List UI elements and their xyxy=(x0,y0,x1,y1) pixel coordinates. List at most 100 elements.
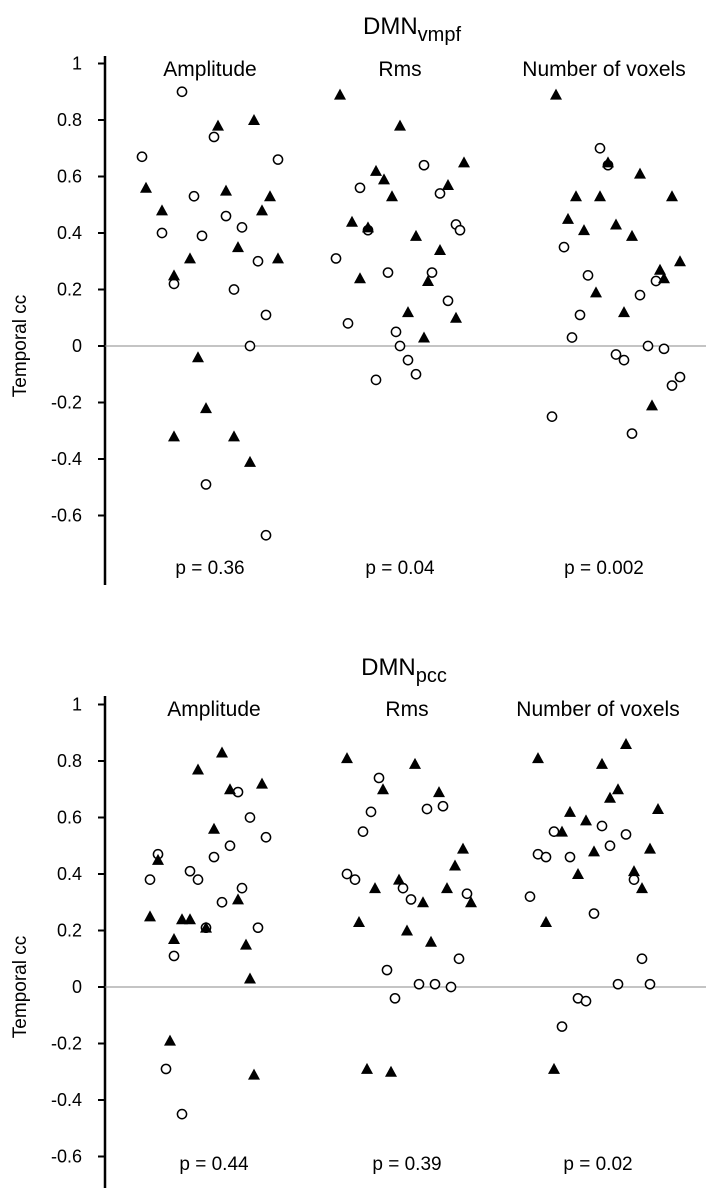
filled-triangle-point xyxy=(458,156,470,168)
filled-triangle-point xyxy=(354,272,366,284)
filled-triangle-point xyxy=(208,822,220,834)
open-circle-point xyxy=(437,800,449,812)
open-circle-point xyxy=(546,411,558,422)
y-tick-label: 1 xyxy=(72,54,82,74)
filled-triangle-point xyxy=(184,252,196,264)
filled-triangle-point xyxy=(666,190,678,202)
open-circle-point xyxy=(370,374,382,386)
open-circle-point xyxy=(618,354,630,366)
filled-triangle-point xyxy=(377,783,389,795)
filled-triangle-point xyxy=(570,190,582,202)
filled-triangle-point xyxy=(192,763,204,775)
filled-triangle-point xyxy=(244,972,256,984)
filled-triangle-point xyxy=(594,190,606,202)
open-circle-point xyxy=(252,922,264,934)
open-circle-point xyxy=(354,182,366,194)
filled-triangle-point xyxy=(378,173,390,185)
group-label: Number of voxels xyxy=(522,58,685,81)
open-circle-point xyxy=(642,340,654,352)
filled-triangle-point xyxy=(450,311,462,323)
panel-dmn-vmpf: DMNvmpf Temporal cc 1 0.8 0.6 0.4 0.2 0 -0.2 -0… xyxy=(10,13,706,585)
filled-triangle-point xyxy=(626,229,638,241)
filled-triangle-point xyxy=(465,896,477,908)
filled-triangle-point xyxy=(362,221,374,233)
filled-triangle-point xyxy=(168,269,180,281)
open-circle-point xyxy=(429,978,441,990)
filled-triangle-point xyxy=(441,882,453,894)
open-circle-point xyxy=(184,865,196,877)
open-circle-point xyxy=(556,1021,568,1032)
y-tick-label: 0.4 xyxy=(57,864,82,884)
filled-triangle-point xyxy=(409,757,421,769)
open-circle-point xyxy=(382,267,394,278)
open-circle-point xyxy=(136,151,148,163)
filled-triangle-point xyxy=(434,243,446,255)
group-number-of-voxels: Number of voxels p = 0.002 xyxy=(522,58,686,579)
filled-triangle-point xyxy=(140,181,152,193)
open-circle-point xyxy=(341,868,353,880)
open-circle-point xyxy=(434,188,446,199)
filled-triangle-point xyxy=(168,430,180,442)
filled-triangle-point xyxy=(628,865,640,877)
open-circle-point xyxy=(394,340,406,352)
open-circle-point xyxy=(596,820,608,832)
filled-triangle-point xyxy=(370,164,382,176)
filled-triangle-point xyxy=(540,916,552,928)
filled-triangle-point xyxy=(353,916,365,928)
open-circle-point xyxy=(236,222,248,233)
filled-triangle-point xyxy=(341,752,353,764)
open-circle-point xyxy=(176,86,188,98)
open-circle-point xyxy=(405,894,417,905)
open-circle-point xyxy=(397,882,409,894)
filled-triangle-point xyxy=(652,803,664,815)
y-tick-label: -0.4 xyxy=(51,449,82,469)
open-circle-point xyxy=(192,874,204,886)
y-tick-label: 0 xyxy=(72,336,82,356)
open-circle-point xyxy=(160,1063,172,1075)
filled-triangle-point xyxy=(164,1034,176,1046)
filled-triangle-point xyxy=(248,114,260,125)
open-circle-point xyxy=(634,289,646,301)
open-circle-point xyxy=(224,840,236,852)
panel-title: DMNpcc xyxy=(361,654,447,687)
filled-triangle-point xyxy=(240,938,252,950)
p-value-label: p = 0.36 xyxy=(175,558,244,579)
y-tick-group: 1 0.8 0.6 0.4 0.2 0 -0.2 -0.4 -0.6 xyxy=(51,695,105,1167)
filled-triangle-point xyxy=(596,757,608,769)
filled-triangle-point xyxy=(674,255,686,267)
panel-title: DMNvmpf xyxy=(363,13,461,46)
group-label: Rms xyxy=(378,58,421,81)
y-tick-group: 1 0.8 0.6 0.4 0.2 0 -0.2 -0.4 -0.6 xyxy=(51,54,105,526)
open-circle-point xyxy=(604,840,616,852)
filled-triangle-point xyxy=(264,190,276,202)
group-label: Amplitude xyxy=(167,698,260,721)
open-circle-point xyxy=(574,309,586,321)
open-circle-point xyxy=(558,241,570,253)
filled-triangle-point xyxy=(244,455,256,467)
open-circle-point xyxy=(156,227,168,239)
y-tick-label: 0.6 xyxy=(57,808,82,828)
open-circle-point xyxy=(413,978,425,990)
open-circle-point xyxy=(168,950,180,962)
filled-triangle-point xyxy=(449,859,461,871)
filled-triangle-point xyxy=(386,190,398,202)
filled-triangle-point xyxy=(346,215,358,227)
open-circle-point xyxy=(588,908,600,919)
panel-title-subscript: pcc xyxy=(416,665,447,687)
filled-triangle-point xyxy=(422,275,434,287)
filled-triangle-point xyxy=(216,746,228,758)
filled-triangle-point xyxy=(232,241,244,253)
filled-triangle-point xyxy=(654,263,666,275)
open-circle-point xyxy=(196,230,208,242)
open-circle-point xyxy=(244,812,256,823)
group-amplitude: Amplitude p = 0.36 xyxy=(136,58,284,579)
open-circle-point xyxy=(666,380,678,391)
open-circle-point xyxy=(389,992,401,1004)
filled-triangle-point xyxy=(644,842,656,854)
filled-triangle-point xyxy=(457,842,469,854)
filled-triangle-point xyxy=(418,331,430,343)
filled-triangle-point xyxy=(636,882,648,894)
open-circle-point xyxy=(548,826,560,837)
panel-dmn-pcc: DMNpcc Temporal cc 1 0.8 0.6 0.4 0.2 0 -0.2 -0.… xyxy=(10,654,706,1188)
filled-triangle-point xyxy=(200,921,212,933)
